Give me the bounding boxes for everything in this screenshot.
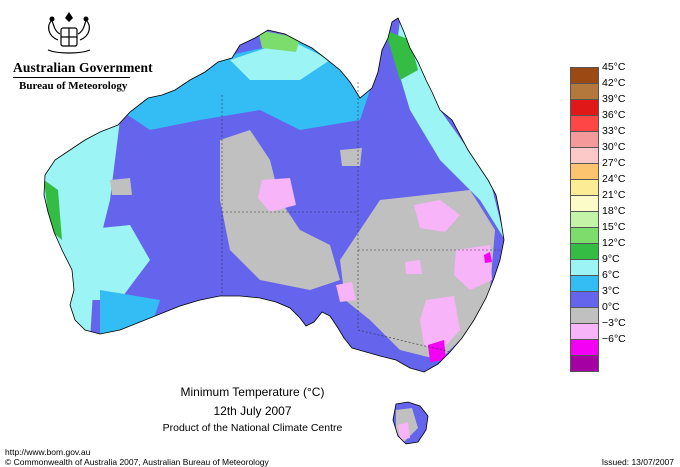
legend-label: −6°C bbox=[602, 333, 626, 345]
legend-label: 42°C bbox=[602, 77, 626, 89]
map-title: Minimum Temperature (°C) bbox=[180, 385, 325, 399]
website-link[interactable]: http://www.bom.gov.au bbox=[5, 447, 91, 457]
title-divider bbox=[13, 77, 130, 78]
issued-date: Issued: 13/07/2007 bbox=[601, 457, 674, 467]
legend-swatch bbox=[570, 244, 599, 260]
legend-label: 12°C bbox=[602, 237, 626, 249]
legend-label: −3°C bbox=[602, 317, 626, 329]
legend-swatch bbox=[570, 276, 599, 292]
legend-swatch bbox=[570, 180, 599, 196]
legend-label: 27°C bbox=[602, 157, 626, 169]
legend-swatch bbox=[570, 164, 599, 180]
legend-swatch bbox=[570, 356, 599, 372]
temperature-legend bbox=[570, 67, 599, 372]
legend-swatch bbox=[570, 340, 599, 356]
product-credit: Product of the National Climate Centre bbox=[162, 422, 343, 434]
legend-swatch bbox=[570, 116, 599, 132]
legend-swatch bbox=[570, 196, 599, 212]
legend-swatch bbox=[570, 132, 599, 148]
legend-label: 3°C bbox=[602, 285, 620, 297]
legend-swatch bbox=[570, 67, 599, 84]
legend-swatch bbox=[570, 260, 599, 276]
legend-label: 24°C bbox=[602, 173, 626, 185]
legend-swatch bbox=[570, 148, 599, 164]
legend-label: 15°C bbox=[602, 221, 626, 233]
legend-label: 36°C bbox=[602, 109, 626, 121]
legend-label: 0°C bbox=[602, 301, 620, 313]
coat-of-arms-icon bbox=[47, 12, 91, 54]
legend-swatch bbox=[570, 292, 599, 308]
copyright-notice: © Commonwealth of Australia 2007, Austra… bbox=[5, 457, 269, 467]
legend-label: 33°C bbox=[602, 125, 626, 137]
legend-label: 18°C bbox=[602, 205, 626, 217]
australia-temperature-map bbox=[43, 17, 505, 445]
legend-swatch bbox=[570, 228, 599, 244]
legend-swatch bbox=[570, 308, 599, 324]
bureau-title: Bureau of Meteorology bbox=[19, 80, 128, 92]
map-date: 12th July 2007 bbox=[213, 404, 292, 418]
legend-label: 9°C bbox=[602, 253, 620, 265]
legend-swatch bbox=[570, 324, 599, 340]
legend-swatch bbox=[570, 84, 599, 100]
legend-labels: 45°C 42°C 39°C 36°C 33°C 30°C 27°C 24°C 21°C 18°C… bbox=[602, 59, 662, 347]
legend-swatch bbox=[570, 100, 599, 116]
government-title: Australian Government bbox=[13, 60, 153, 75]
legend-label: 39°C bbox=[602, 93, 626, 105]
legend-label: 21°C bbox=[602, 189, 626, 201]
legend-swatch bbox=[570, 212, 599, 228]
map-caption: Minimum Temperature (°C) 12th July 2007 … bbox=[140, 385, 365, 435]
legend-label: 30°C bbox=[602, 141, 626, 153]
legend-label: 45°C bbox=[602, 61, 626, 73]
legend-label: 6°C bbox=[602, 269, 620, 281]
